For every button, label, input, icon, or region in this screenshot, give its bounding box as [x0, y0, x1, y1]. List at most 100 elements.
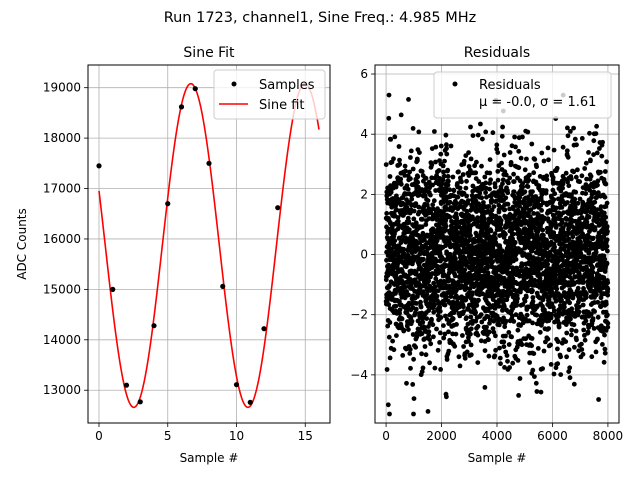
figure-title: Run 1723, channel1, Sine Freq.: 4.985 MH… — [164, 10, 477, 26]
residual-point — [556, 321, 562, 326]
residuals-ytick-label: −4 — [350, 368, 368, 382]
residual-point — [493, 236, 498, 241]
residual-point — [438, 151, 444, 157]
sample-point — [233, 382, 240, 388]
residual-point — [569, 306, 575, 312]
residual-point — [452, 343, 458, 349]
residual-point — [520, 134, 525, 140]
residual-point — [586, 150, 591, 155]
residual-point — [598, 204, 604, 210]
residual-point — [603, 214, 609, 220]
residual-point — [496, 303, 502, 309]
residual-point — [440, 163, 446, 169]
residual-point — [530, 288, 535, 294]
residuals-xtick-label: 4000 — [482, 429, 513, 443]
residuals-xtick-label: 6000 — [537, 429, 568, 443]
residual-point — [452, 273, 458, 279]
residual-point — [581, 327, 587, 333]
sine-fit-ytick-label: 18000 — [43, 131, 81, 145]
residual-point — [567, 375, 573, 381]
residual-point — [522, 210, 527, 215]
residual-point — [432, 284, 438, 290]
residual-point — [424, 291, 430, 297]
residual-point — [588, 173, 594, 179]
residual-point — [454, 322, 459, 327]
residual-point — [605, 229, 610, 234]
residual-point — [592, 199, 598, 205]
residual-point — [495, 169, 501, 174]
residual-point — [539, 150, 545, 156]
residual-point — [422, 193, 428, 199]
residual-point — [445, 182, 451, 188]
residual-point — [391, 347, 397, 353]
residual-point — [533, 380, 539, 386]
residual-point — [530, 295, 536, 300]
residual-point — [605, 292, 611, 298]
residual-point — [444, 294, 449, 300]
residual-point — [595, 336, 600, 342]
residual-point — [568, 316, 573, 322]
residual-point — [398, 181, 404, 187]
residual-point — [387, 283, 392, 289]
residual-point — [398, 112, 404, 118]
residual-point — [541, 348, 547, 354]
residual-point — [413, 269, 419, 275]
residual-point — [584, 176, 589, 182]
residual-point — [435, 347, 441, 353]
residual-point — [493, 347, 498, 353]
residual-point — [505, 190, 511, 196]
residual-point — [513, 257, 519, 262]
residual-point — [392, 238, 398, 244]
residual-point — [550, 175, 556, 181]
residuals-x-axis: 0 2000 4000 6000 8000 — [382, 423, 623, 443]
residual-point — [459, 283, 465, 289]
residual-point — [476, 297, 481, 303]
residual-point — [515, 358, 521, 363]
residual-point — [393, 303, 399, 309]
residual-point — [432, 365, 438, 371]
residual-point — [579, 341, 584, 347]
residual-point — [487, 157, 493, 163]
residual-point — [424, 202, 430, 208]
residual-point — [465, 198, 471, 204]
residual-point — [482, 385, 488, 390]
residual-point — [564, 217, 569, 222]
residual-point — [417, 150, 422, 156]
residual-point — [532, 277, 538, 283]
residual-point — [583, 160, 589, 166]
residual-point — [592, 227, 598, 233]
sample-point — [165, 201, 171, 207]
residual-point — [493, 333, 498, 339]
sine-fit-axes-frame — [87, 64, 331, 424]
residual-point — [551, 308, 557, 314]
residual-point — [550, 181, 556, 186]
legend-residuals-stats: μ = -0.0, σ = 1.61 — [479, 95, 596, 110]
residual-point — [524, 156, 529, 162]
residual-point — [527, 360, 532, 365]
residual-point — [416, 204, 422, 210]
sample-point — [137, 399, 143, 405]
residual-point — [602, 256, 608, 262]
residual-point — [398, 176, 404, 182]
residual-point — [506, 330, 512, 335]
sine-fit-plot-area — [96, 82, 320, 409]
residual-point — [572, 344, 577, 350]
residual-point — [464, 178, 469, 184]
residual-point — [421, 256, 426, 262]
residual-point — [395, 218, 401, 224]
residual-point — [436, 168, 442, 173]
residual-point — [582, 166, 588, 171]
residual-point — [571, 125, 576, 131]
residual-point — [534, 389, 540, 394]
residual-point — [594, 123, 599, 129]
residual-point — [471, 221, 477, 227]
residual-point — [564, 148, 570, 154]
residual-point — [583, 318, 589, 324]
residual-point — [592, 309, 597, 314]
residual-point — [489, 197, 495, 203]
residual-point — [595, 299, 601, 305]
residual-point — [589, 354, 595, 360]
residual-point — [554, 223, 559, 228]
residual-point — [385, 323, 391, 329]
residual-point — [492, 184, 498, 190]
